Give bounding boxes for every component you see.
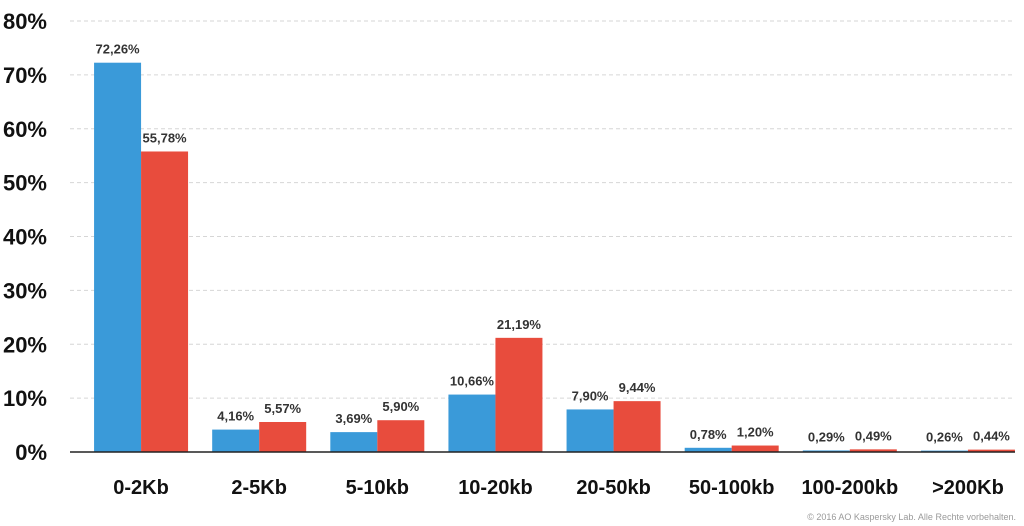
data-label: 0,44% — [973, 429, 1010, 444]
data-label: 72,26% — [96, 42, 141, 57]
data-label: 5,57% — [264, 401, 301, 416]
bar — [448, 394, 496, 452]
y-tick-label: 50% — [3, 171, 47, 196]
x-category-label: 5-10kb — [346, 477, 409, 499]
bar — [684, 447, 732, 452]
x-category-label: 0-2Kb — [113, 477, 169, 499]
copyright-notice: © 2016 AO Kaspersky Lab. Alle Rechte vor… — [807, 512, 1016, 522]
data-label: 1,20% — [737, 425, 774, 440]
bar — [377, 420, 425, 452]
gridlines — [70, 20, 1015, 399]
y-tick-label: 0% — [15, 440, 47, 465]
y-tick-label: 30% — [3, 278, 47, 303]
value-labels: 72,26% 55,78% 4,16% 5,57% 3,69% 5,90% 10,66% 21… — [96, 42, 1011, 445]
data-label: 9,44% — [619, 380, 656, 395]
bar — [967, 449, 1015, 452]
bar — [495, 337, 543, 452]
data-label: 10,66% — [450, 374, 495, 389]
y-tick-label: 60% — [3, 117, 47, 142]
bar — [330, 432, 378, 452]
data-label: 0,26% — [926, 430, 963, 445]
data-label: 21,19% — [497, 317, 542, 332]
bar — [566, 409, 614, 452]
y-tick-label: 40% — [3, 225, 47, 250]
x-category-label: >200Kb — [932, 477, 1004, 499]
x-category-label: 50-100kb — [689, 477, 775, 499]
data-label: 0,49% — [855, 428, 892, 443]
x-category-label: 20-50kb — [576, 477, 651, 499]
bar — [613, 401, 661, 452]
data-label: 5,90% — [382, 399, 419, 414]
bar — [259, 421, 307, 452]
data-label: 0,78% — [690, 427, 727, 442]
bar — [94, 62, 142, 452]
y-tick-label: 80% — [3, 9, 47, 34]
y-tick-label: 70% — [3, 63, 47, 88]
bars — [94, 62, 1015, 453]
x-category-label: 10-20kb — [458, 477, 533, 499]
y-tick-label: 10% — [3, 386, 47, 411]
y-axis-ticks: 0% 10% 20% 30% 40% 50% 60% 70% 80% — [3, 9, 47, 465]
data-label: 55,78% — [143, 130, 188, 145]
bar — [141, 151, 189, 453]
x-category-label: 2-5Kb — [231, 477, 287, 499]
x-category-label: 100-200kb — [801, 477, 898, 499]
bar — [731, 445, 779, 452]
x-axis-categories: 0-2Kb 2-5Kb 5-10kb 10-20kb 20-50kb 50-100kb 10… — [113, 477, 1004, 499]
bar — [802, 450, 850, 452]
bar — [849, 449, 897, 452]
bar — [212, 429, 260, 452]
data-label: 0,29% — [808, 429, 845, 444]
data-label: 7,90% — [572, 388, 609, 403]
data-label: 4,16% — [217, 409, 254, 424]
data-label: 3,69% — [335, 411, 372, 426]
y-tick-label: 20% — [3, 332, 47, 357]
